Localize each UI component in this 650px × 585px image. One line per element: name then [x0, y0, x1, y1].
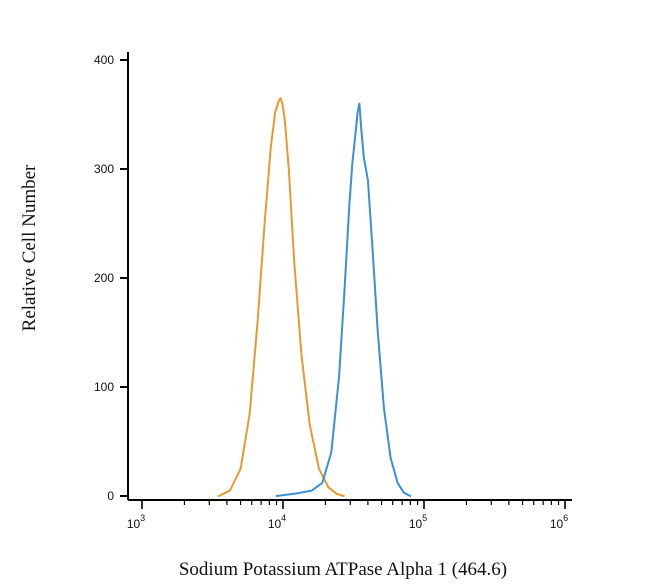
y-tick-label: 200	[94, 271, 114, 285]
x-tick-label: 103	[127, 513, 145, 531]
x-tick-label: 105	[409, 513, 427, 531]
series-line-2	[275, 102, 412, 497]
y-tick-label: 0	[107, 489, 114, 503]
y-tick-label: 300	[94, 162, 114, 176]
x-axis-title: Sodium Potassium ATPase Alpha 1 (464.6)	[179, 559, 507, 580]
y-tick-label: 400	[94, 53, 114, 67]
axes	[127, 52, 572, 501]
y-axis-title: Relative Cell Number	[19, 164, 40, 331]
series-line-1	[217, 97, 345, 497]
x-tick-label: 104	[268, 513, 286, 531]
series-group	[217, 97, 412, 497]
x-ticks: 103 104 105 106	[127, 500, 568, 531]
x-tick-label: 106	[550, 513, 568, 531]
y-ticks: 0 100 200 300 400	[94, 53, 128, 503]
y-tick-label: 100	[94, 380, 114, 394]
